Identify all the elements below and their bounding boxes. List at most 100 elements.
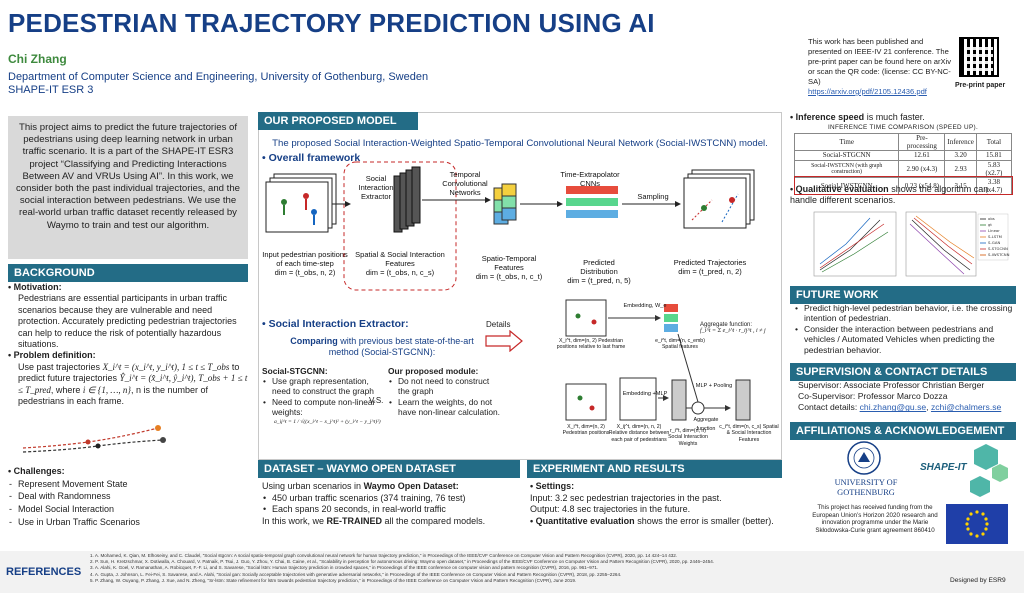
list-item: Predict high-level pedestrian behavior, … [794, 303, 1016, 324]
eu-funding-text: This project has received funding from t… [812, 504, 938, 534]
arxiv-link[interactable]: https://arxiv.org/pdf/2105.12436.pdf [808, 87, 927, 96]
opm-label: Our proposed module: [388, 366, 479, 376]
sgt-label: Social-STGCNN: [262, 366, 328, 376]
social-stgcnn-block: Social-STGCNN: Use graph representation,… [262, 366, 382, 427]
sie-label: • Social Interaction Extractor: [262, 318, 409, 330]
university-seal-icon [847, 441, 881, 475]
model-subtitle: The proposed Social Interaction-Weighted… [272, 138, 768, 149]
future-work-list: Predict high-level pedestrian behavior, … [790, 303, 1016, 355]
proposed-module-block: Our proposed module: Do not need to cons… [388, 366, 500, 417]
designed-by: Designed by ESR9 [950, 577, 1006, 584]
list-item: Model Social Interaction [8, 503, 248, 516]
legend-gt: gt [988, 222, 992, 227]
intro-box: This project aims to predict the future … [8, 116, 248, 259]
experiment-body: • Settings: Input: 3.2 sec pedestrian tr… [530, 481, 774, 526]
list-item: 4. A. Gupta, J. Johnson, L. Fei-Fei, S. … [90, 571, 622, 577]
shape-it-label: SHAPE-IT [920, 462, 967, 473]
list-item: 450 urban traffic scenarios (374 trainin… [262, 493, 518, 505]
contact-header: SUPERVISION & CONTACT DETAILS [790, 363, 1016, 381]
list-item: Use in Urban Traffic Scenarios [8, 516, 248, 529]
table-caption: INFERENCE TIME COMPARISON (SPEED UP). [827, 124, 979, 131]
email-link-2[interactable]: zchi@chalmers.se [930, 402, 1002, 413]
det-d3: X_i^t, dim=(n, 2) Pedestrian positions [562, 424, 610, 437]
university-name: UNIVERSITY OF GOTHENBURG [834, 478, 898, 497]
legend-obs: obs [988, 216, 995, 221]
details-diagram [565, 299, 751, 421]
bullet-icon: • [8, 282, 14, 292]
vs-label: V.S. [369, 396, 384, 405]
fw-tcn-label: Temporal Convolutional Networks [442, 170, 488, 197]
fw-sie-label: Social Interaction Extractor [358, 174, 394, 201]
det-emb2: Embedding +MLP [622, 391, 668, 397]
det-d6: c_i^t, dim=(n, c_s) Spatial & Social Int… [719, 424, 779, 443]
challenges-label: Challenges: [13, 466, 65, 476]
email-link-1[interactable]: chi.zhang@gu.se [859, 402, 927, 413]
det-d5: r_i^t, dim=(n, n) Social Interaction Wei… [668, 428, 708, 447]
list-item: Learn the weights, do not have non-linea… [388, 397, 500, 417]
legend-slstm: S-LSTM [988, 234, 1002, 239]
det-d2: e_i^t, dim=(n, c_emb) Spatial features [655, 338, 705, 351]
qr-caption: Pre-print paper [955, 82, 1006, 89]
qr-code-icon[interactable] [959, 37, 999, 77]
list-item: Use graph representation, need to constr… [262, 376, 382, 396]
legend-sgan: S-GAN [988, 240, 1000, 245]
department: Department of Computer Science and Engin… [8, 71, 429, 83]
qualitative-plot-1 [813, 211, 897, 277]
fw-caption-4: Predicted Distribution dim = (t_pred, n, … [567, 258, 631, 285]
motivation-label: Motivation: [13, 282, 62, 292]
future-work-header: FUTURE WORK [790, 286, 1016, 304]
publication-text: This work has been published and present… [808, 37, 952, 86]
fw-caption-5: Predicted Trajectories dim = (t_pred, n, … [673, 258, 747, 276]
author-name: Chi Zhang [8, 52, 67, 66]
fw-tx-label: Time-Extrapolator CNNs [560, 170, 620, 188]
trajectory-illustration [22, 425, 166, 453]
list-item: Need to compute non-linear weights: [262, 397, 382, 417]
list-item: 5. P. Zhang, W. Ouyang, P. Zhang, J. Xue… [90, 577, 577, 583]
fw-caption-2: Spatial & Social Interaction Features dim… [355, 250, 445, 277]
table-row: Social-IWSTCNN 0.23 (x54.8) 3.15 3.38 (x4.7… [793, 176, 1013, 195]
compare-text: Comparing with previous best state-of-th… [290, 336, 474, 357]
model-section [258, 112, 782, 460]
contact-body: Supervisor: Associate Professor Christia… [798, 380, 1002, 413]
table-row: Social-STGCNN 12.61 3.20 15.81 [793, 150, 1013, 161]
det-d4: X_ij^t, dim=(n, n, 2) Relative distance … [608, 424, 670, 443]
references-list: 1. A. Mohamed, K. Qian, M. Elhoseiny, an… [90, 553, 780, 584]
motivation-text: Pedestrians are essential participants i… [18, 293, 237, 350]
qualitative-plot-2: obs gt Linear S-LSTM S-GAN S-STGCNN S-IW… [905, 211, 1010, 277]
det-mlp: MLP + Pooling [695, 383, 733, 389]
problem-label: Problem definition: [13, 350, 96, 361]
challenges-block: • Challenges: Represent Movement State D… [8, 465, 248, 529]
det-aggf: Aggregate function: f_i^t = Σ e_i^t · r_i… [700, 322, 766, 334]
fw-sampling-label: Sampling [637, 192, 669, 201]
poster-title: PEDESTRIAN TRAJECTORY PREDICTION USING A… [8, 8, 655, 38]
framework-diagram [265, 161, 755, 291]
det-emb1: Embedding, W_e [623, 303, 667, 309]
model-header: OUR PROPOSED MODEL [258, 112, 418, 130]
fw-caption-1: Input pedestrian positions of each time-… [262, 250, 348, 277]
problem-text: Use past trajectories X_i^t = (x_i^t, y_… [18, 361, 248, 407]
table-row: Social-IWSTCNN (with graph construction)… [793, 159, 1013, 178]
experiment-header: EXPERIMENT AND RESULTS [527, 460, 782, 478]
qualitative-label: • Qualitative evaluation shows the algor… [790, 184, 989, 205]
shape-it-logo-icon [970, 444, 1008, 497]
publication-note: This work has been published and present… [808, 37, 956, 97]
list-item: 2. P. Sun, H. Kretzschmar, X. Dotiwalla,… [90, 559, 715, 565]
dataset-body: Using urban scenarios in Waymo Open Data… [262, 481, 518, 527]
framework-label: • Overall framework [262, 152, 361, 164]
affiliations-header: AFFILIATIONS & ACKNOWLEDGEMENT [790, 422, 1016, 440]
legend-sstgcnn: S-STGCNN [988, 246, 1008, 251]
details-label: Details [486, 320, 511, 329]
list-item: 1. A. Mohamed, K. Qian, M. Elhoseiny, an… [90, 553, 678, 558]
list-item: Consider the interaction between pedestr… [794, 324, 1016, 355]
det-d1: X_i^t, dim=(n, 2) Pedestrian positions r… [556, 338, 626, 351]
list-item: Deal with Randomness [8, 490, 248, 503]
eu-flag-icon [946, 504, 1008, 544]
legend-linear: Linear [988, 228, 1000, 233]
inference-speed-label: • Inference speed is much faster. [790, 112, 925, 122]
bullet-icon: • [8, 350, 14, 361]
references-label: REFERENCES [6, 566, 82, 578]
background-header: BACKGROUND [8, 264, 248, 282]
dataset-header: DATASET – WAYMO OPEN DATASET [258, 460, 520, 478]
role: SHAPE-IT ESR 3 [8, 84, 94, 96]
list-item: Represent Movement State [8, 478, 248, 491]
